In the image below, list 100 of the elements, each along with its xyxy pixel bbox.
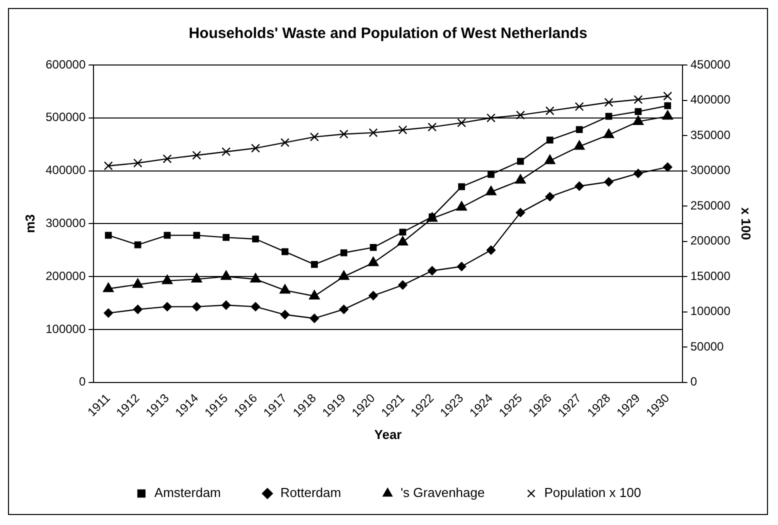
chart-title: Households' Waste and Population of West Netherlands [188,25,588,42]
legend-label: 's Gravenhage [400,485,485,500]
point [280,310,290,320]
point [545,106,554,116]
point [338,270,350,280]
point [515,174,526,184]
point [428,122,437,132]
point [603,128,614,138]
point [604,98,614,107]
point [545,192,554,202]
point [574,182,584,191]
point [310,132,319,142]
y-tick-label: 600000 [46,57,86,72]
point [193,232,200,239]
point [104,308,113,318]
y-tick-label: 300000 [46,216,86,230]
point [280,284,290,294]
point [104,161,113,170]
y2-tick-label: 250000 [690,198,731,212]
point [368,291,378,300]
point [133,158,142,168]
point [103,282,114,292]
point [634,108,642,115]
point [104,232,112,239]
point [339,304,348,314]
point [605,112,612,120]
point [192,302,202,312]
point [486,113,496,122]
point [192,150,202,160]
point [663,92,672,101]
y-axis-title: m3 [22,214,38,234]
point [162,274,173,284]
y2-tick-label: 350000 [690,128,731,142]
y-tick-label: 0 [78,374,86,389]
x-axis-title: Year [374,426,402,442]
y2-tick-label: 450000 [690,57,731,72]
point [132,278,144,288]
point [368,256,379,266]
point [310,314,320,323]
point [517,158,524,165]
point [458,183,466,190]
point [574,140,585,150]
point [662,110,674,120]
point [398,125,408,134]
point [164,232,171,239]
point [340,249,348,256]
point [251,144,260,153]
point [309,290,320,300]
point [310,260,318,268]
point [516,110,525,120]
point [574,102,584,112]
y2-tick-label: 400000 [690,92,731,107]
point [222,234,230,241]
point [664,102,672,110]
point [250,273,261,283]
point [162,154,172,164]
point [250,302,260,312]
point [457,118,466,128]
point [370,244,377,251]
point [282,248,288,256]
y-tick-label: 100000 [46,322,86,336]
point [604,177,614,186]
point [134,241,142,248]
legend-label: Rotterdam [280,485,342,500]
y-tick-label: 400000 [46,163,86,178]
point [576,126,583,133]
y2-tick-label: 300000 [690,163,731,178]
point [544,154,556,164]
point [663,162,672,172]
point [488,171,494,178]
point [280,138,290,148]
y2-tick-label: 50000 [690,339,724,354]
point [486,186,496,196]
point [399,228,406,236]
point [162,302,172,312]
y2-tick-label: 200000 [690,234,731,248]
point [398,280,408,290]
point [222,300,231,310]
y2-tick-label: 150000 [690,268,731,283]
point [634,95,643,104]
point [222,147,231,156]
y-tick-label: 200000 [46,268,86,283]
point [634,168,643,178]
point [368,128,378,138]
y2-tick-label: 0 [690,374,698,389]
point [456,262,466,272]
point [546,136,554,144]
y-tick-label: 500000 [46,110,86,124]
point [133,304,142,314]
point [428,266,437,276]
point [191,273,202,283]
point [516,208,526,218]
y2-axis-title: x 100 [738,207,754,240]
point [339,130,348,139]
legend-label: Amsterdam [154,485,221,500]
legend-label: Population x 100 [544,485,642,500]
point [632,115,644,125]
point [220,270,232,280]
point [486,246,496,255]
y2-tick-label: 100000 [690,304,731,318]
